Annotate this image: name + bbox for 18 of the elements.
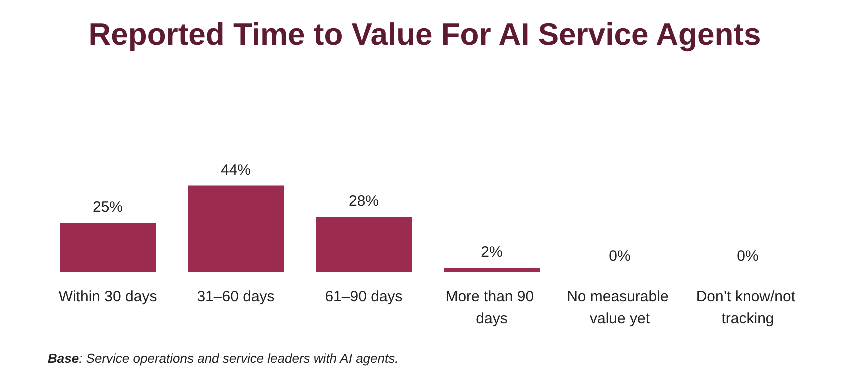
x-tick-label: 61–90 days [325, 288, 403, 306]
data-label: 2% [481, 244, 503, 262]
x-tick-label: No measurable value yet [567, 288, 673, 328]
data-label: 0% [609, 248, 631, 265]
data-label: 28% [348, 193, 380, 210]
bar [316, 217, 412, 272]
x-tick-label: More than 90 days [446, 288, 538, 328]
bar [444, 268, 540, 272]
data-label: 25% [92, 199, 124, 216]
text: Base: Service operations and service leaders with AI agents. [48, 351, 399, 366]
chart-title: Reported Time to Value For AI Service Agents [88, 17, 762, 52]
data-label: 44% [220, 162, 252, 179]
bar [188, 186, 284, 272]
x-tick-label: 31–60 days [197, 288, 275, 306]
x-tick-label: Don’t know/not tracking [696, 288, 800, 328]
x-tick-label: Within 30 days [58, 288, 158, 306]
bar [60, 223, 156, 272]
data-label: 0% [737, 248, 759, 265]
